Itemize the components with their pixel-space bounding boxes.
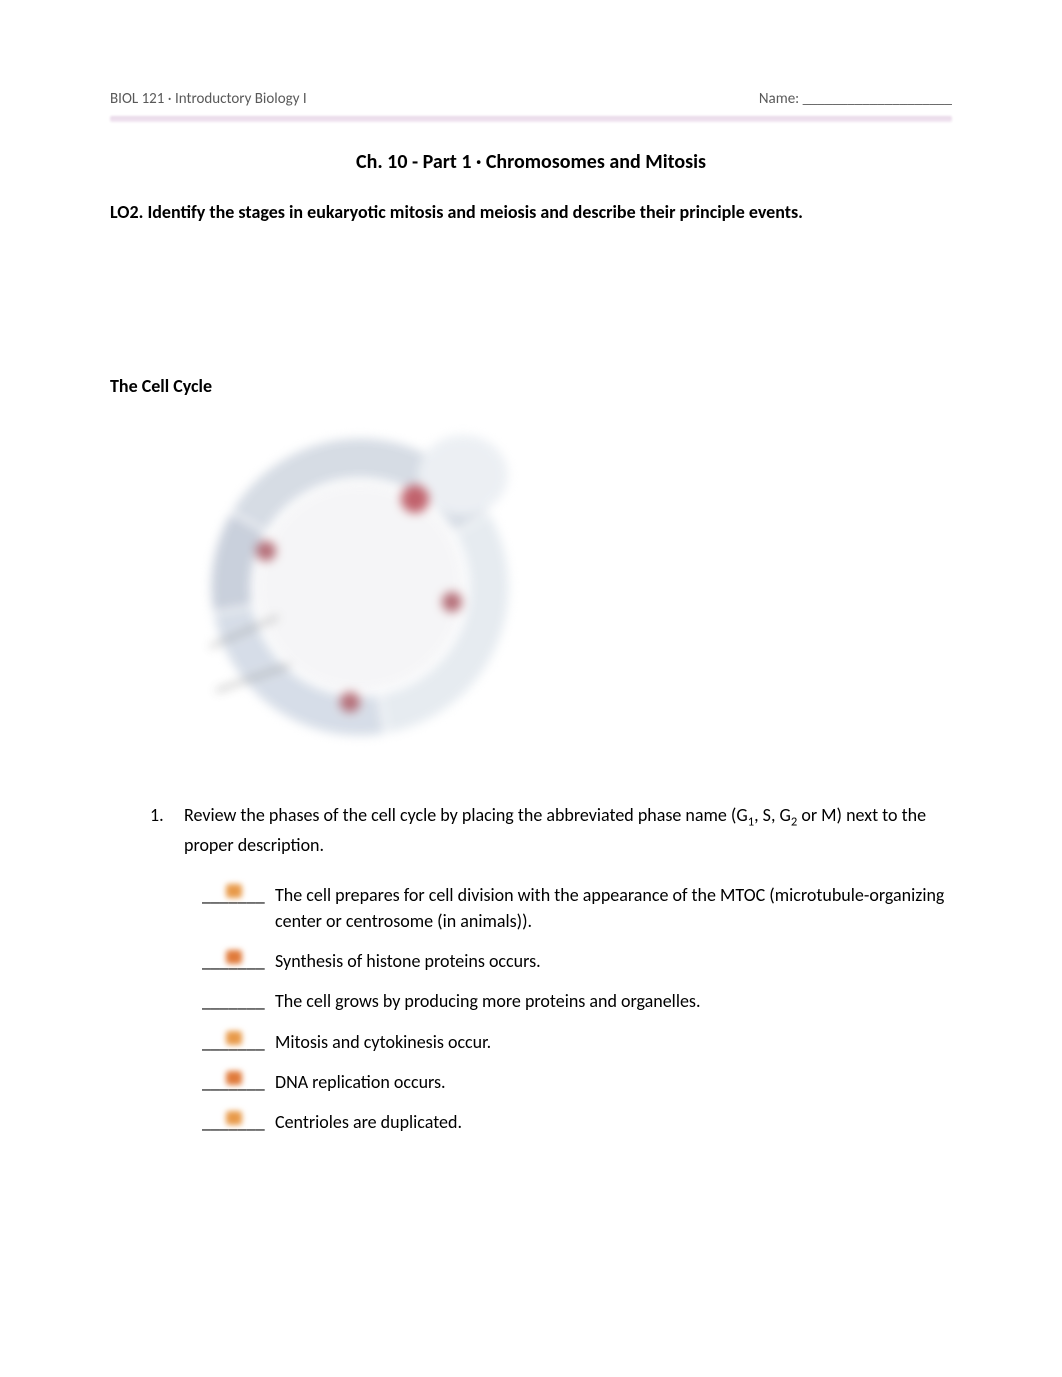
- blank-description: The cell grows by producing more protein…: [275, 988, 952, 1014]
- header-divider: [110, 116, 952, 122]
- question-text: Review the phases of the cell cycle by p…: [184, 802, 952, 858]
- blank-description: Mitosis and cytokinesis occur.: [275, 1029, 952, 1055]
- highlight-marker: [226, 1031, 242, 1045]
- blank-description: Centrioles are duplicated.: [275, 1109, 952, 1135]
- page-header: BIOL 121 · Introductory Biology I Name: …: [110, 90, 952, 108]
- blank-item[interactable]: _______DNA replication occurs.: [202, 1069, 952, 1095]
- blank-description: Synthesis of histone proteins occurs.: [275, 948, 952, 974]
- learning-objective: LO2. Identify the stages in eukaryotic m…: [110, 200, 952, 225]
- answer-blank[interactable]: _______: [202, 988, 267, 1014]
- blank-item[interactable]: _______Centrioles are duplicated.: [202, 1109, 952, 1135]
- question-1: 1. Review the phases of the cell cycle b…: [110, 802, 952, 858]
- worksheet-page: BIOL 121 · Introductory Biology I Name: …: [0, 0, 1062, 1209]
- name-field-label[interactable]: Name: ____________________: [759, 90, 952, 108]
- blank-item[interactable]: _______Mitosis and cytokinesis occur.: [202, 1029, 952, 1055]
- highlight-marker: [226, 1111, 242, 1125]
- highlight-marker: [226, 1071, 242, 1085]
- blank-item[interactable]: _______ The cell grows by producing more …: [202, 988, 952, 1014]
- highlight-marker: [226, 950, 242, 964]
- cell-cycle-diagram-wrap: [110, 387, 952, 767]
- blank-item[interactable]: _______Synthesis of histone proteins occ…: [202, 948, 952, 974]
- fill-in-blank-list: _______ The cell prepares for cell divisi…: [110, 882, 952, 1135]
- cell-cycle-diagram: [170, 387, 550, 767]
- blank-item[interactable]: _______The cell prepares for cell divisi…: [202, 882, 952, 934]
- highlight-marker: [226, 884, 242, 898]
- qtext-part-2: , S, G: [754, 804, 791, 826]
- document-title: Ch. 10 - Part 1 · Chromosomes and Mitosi…: [110, 150, 952, 174]
- course-code: BIOL 121 · Introductory Biology I: [110, 90, 307, 108]
- question-number: 1.: [150, 802, 170, 858]
- blank-description: DNA replication occurs.: [275, 1069, 952, 1095]
- blank-description: The cell prepares for cell division with…: [275, 882, 952, 934]
- qtext-part-0: Review the phases of the cell cycle by p…: [184, 804, 748, 826]
